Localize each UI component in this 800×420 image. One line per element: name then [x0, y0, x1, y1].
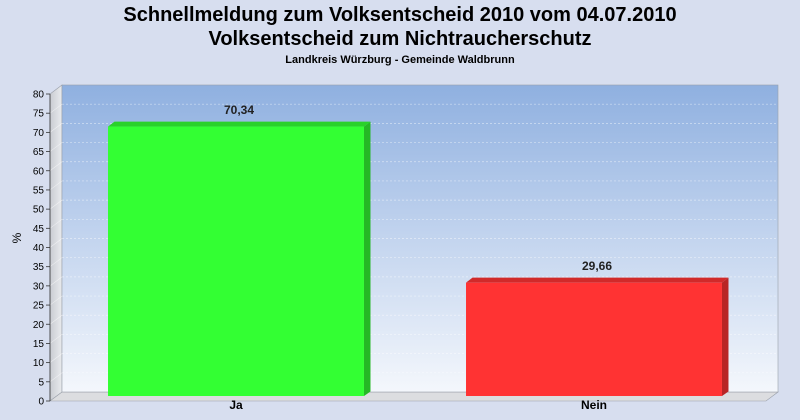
gridline-wall	[49, 315, 63, 325]
bar-side-ja	[363, 121, 371, 396]
y-tick-label: 50	[33, 205, 45, 216]
y-tick-label: 0	[38, 397, 44, 408]
y-tick-label: 10	[33, 358, 45, 369]
gridline-wall	[49, 257, 63, 267]
y-tick-label: 45	[33, 224, 45, 235]
x-tick-label-ja: Ja	[229, 398, 243, 412]
chart-title-line2: Volksentscheid zum Nichtraucherschutz	[208, 28, 592, 50]
gridline-wall	[49, 123, 63, 133]
chart-subtitle: Landkreis Würzburg - Gemeinde Waldbrunn	[285, 54, 515, 66]
data-label-ja: 70,34	[224, 103, 254, 117]
bar-top-ja	[108, 121, 371, 127]
data-label-nein: 29,66	[582, 259, 612, 273]
y-tick-label: 70	[33, 128, 45, 139]
gridline-wall	[49, 142, 63, 152]
gridline-wall	[49, 353, 63, 363]
y-tick-label: 25	[33, 301, 45, 312]
gridline-wall	[49, 199, 63, 210]
y-tick-label: 30	[33, 281, 45, 292]
gridline-wall	[49, 180, 63, 191]
y-tick-label: 80	[33, 90, 45, 101]
y-axis-label: %	[10, 232, 24, 243]
bar-side-nein	[721, 277, 729, 396]
chart-title: Schnellmeldung zum Volksentscheid 2010 v…	[123, 4, 677, 26]
gridline-wall	[49, 295, 63, 306]
y-tick-label: 5	[38, 377, 44, 388]
y-tick-label: 60	[33, 166, 45, 177]
x-tick-label-nein: Nein	[581, 398, 607, 412]
y-tick-label: 20	[33, 320, 45, 331]
bar-top-nein	[466, 277, 729, 283]
gridline-wall	[49, 219, 63, 229]
y-tick-label: 35	[33, 262, 45, 273]
gridline-wall	[49, 334, 63, 344]
y-tick-label: 75	[33, 109, 45, 120]
gridline-wall	[49, 372, 63, 383]
gridline-wall	[49, 238, 63, 248]
bar-ja	[108, 126, 364, 396]
gridline-wall	[49, 276, 63, 287]
y-tick-label: 65	[33, 147, 45, 158]
y-tick-label: 40	[33, 243, 45, 254]
gridline-wall	[49, 161, 63, 171]
gridline-wall	[49, 103, 63, 114]
bar-nein	[466, 282, 722, 396]
y-tick-label: 55	[33, 185, 45, 196]
y-tick-label: 15	[33, 339, 45, 350]
